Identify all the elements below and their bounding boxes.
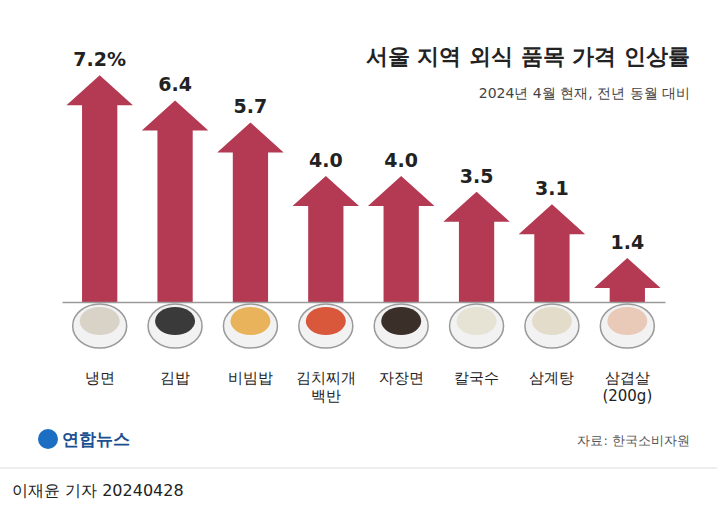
arrow-bar <box>368 176 434 302</box>
food-bowl <box>73 304 127 348</box>
food-content <box>532 307 572 335</box>
arrow-bar <box>519 204 585 302</box>
tick-label: 자장면 <box>379 369 424 387</box>
food-content <box>306 307 346 335</box>
axis-line <box>63 302 666 304</box>
food-bowl <box>299 304 353 348</box>
plot-area <box>66 75 660 302</box>
subtitle: 2024년 4월 현재, 전년 동월 대비 <box>479 85 690 101</box>
tick-label: 삼겹살(200g) <box>602 369 652 406</box>
tick-label: 삼계탕 <box>529 369 574 387</box>
arrow-bar <box>142 100 208 302</box>
data-label: 5.7 <box>234 95 268 117</box>
food-content <box>80 307 120 335</box>
arrow-bar <box>443 192 509 302</box>
source: 자료: 한국소비자원 <box>577 433 690 448</box>
tick: 냉면 <box>85 369 115 387</box>
tick: 김치찌개백반 <box>296 369 356 406</box>
food-bowl <box>148 304 202 348</box>
food-content <box>230 307 270 335</box>
arrow-bar <box>66 75 132 302</box>
tick: 김밥 <box>160 369 190 387</box>
food-content <box>607 307 647 335</box>
tick-label: 김밥 <box>160 369 190 387</box>
tick: 비빔밥 <box>228 369 273 387</box>
arrow-bar <box>293 176 359 302</box>
separator <box>0 468 717 469</box>
data-label: 7.2% <box>73 48 126 70</box>
tick: 삼계탕 <box>529 369 574 387</box>
tick: 삼겹살(200g) <box>602 369 652 406</box>
data-label: 3.1 <box>535 177 569 199</box>
food-content <box>381 307 421 335</box>
background <box>0 0 717 512</box>
food-bowl <box>223 304 277 348</box>
tick-label: 칼국수 <box>454 369 499 387</box>
food-content <box>457 307 497 335</box>
tick-label: 김치찌개백반 <box>296 369 356 406</box>
data-label: 1.4 <box>610 231 644 253</box>
tick: 칼국수 <box>454 369 499 387</box>
logo: 연합뉴스 <box>62 429 130 449</box>
food-bowl <box>374 304 428 348</box>
food-content <box>155 307 195 335</box>
data-label: 4.0 <box>309 149 343 171</box>
food-icons <box>73 304 655 348</box>
tick: 자장면 <box>379 369 424 387</box>
food-bowl <box>450 304 504 348</box>
data-label: 4.0 <box>384 149 418 171</box>
tick-label: 냉면 <box>85 369 115 387</box>
food-bowl <box>525 304 579 348</box>
title: 서울 지역 외식 품목 가격 인상률 <box>366 44 690 69</box>
byline: 이재윤 기자 20240428 <box>12 481 184 500</box>
arrow-bar <box>594 258 660 302</box>
tick-label: 비빔밥 <box>228 369 273 387</box>
arrow-bar <box>217 122 283 302</box>
data-label: 6.4 <box>158 73 192 95</box>
x-axis: 냉면 김밥 비빔밥 김치찌개백반 자장면 칼국수 삼계탕 삼겹살(200g) <box>63 303 666 406</box>
data-label: 3.5 <box>460 165 494 187</box>
logo-mark <box>38 429 58 449</box>
chart: 서울 지역 외식 품목 가격 인상률 2024년 4월 현재, 전년 동월 대비 7… <box>0 0 717 512</box>
food-bowl <box>600 304 654 348</box>
